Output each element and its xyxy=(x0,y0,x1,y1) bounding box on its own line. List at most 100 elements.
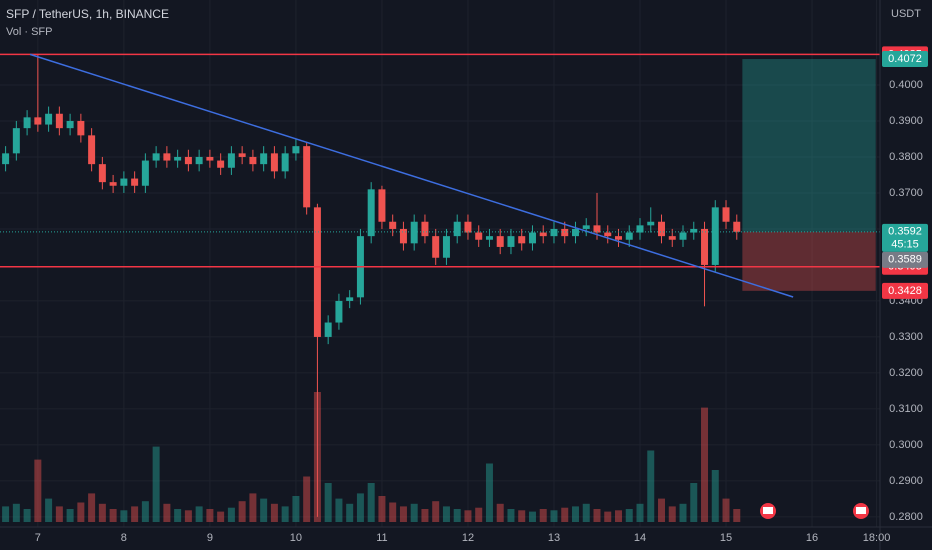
volume-bar xyxy=(120,510,128,522)
candle-body xyxy=(227,153,235,168)
volume-bar xyxy=(98,503,106,522)
candle-body xyxy=(120,178,128,186)
volume-bar xyxy=(238,501,246,522)
y-tick-label: 0.3100 xyxy=(889,403,923,415)
volume-bar xyxy=(690,483,698,522)
candle-body xyxy=(571,228,579,237)
volume-bar xyxy=(442,506,450,522)
candle-body xyxy=(34,117,42,125)
volume-bar xyxy=(711,470,719,522)
candle-body xyxy=(722,207,730,222)
other-price-label: 0.3589 xyxy=(888,254,922,266)
candle-body xyxy=(432,236,440,258)
candle-body xyxy=(12,128,20,154)
volume-bar xyxy=(66,509,74,522)
candle-body xyxy=(206,156,214,161)
y-tick-label: 0.3200 xyxy=(889,367,923,379)
candle-body xyxy=(658,221,665,237)
candle-body xyxy=(281,153,289,172)
candle-body xyxy=(141,160,149,186)
candle-body xyxy=(98,164,106,183)
candle-body xyxy=(152,153,160,161)
volume-bar xyxy=(12,503,20,522)
x-tick-label: 13 xyxy=(548,532,560,544)
candle-body xyxy=(303,146,311,208)
x-tick-label: 15 xyxy=(720,532,732,544)
volume-bar xyxy=(432,501,440,522)
volume-bar xyxy=(593,509,601,522)
volume-bar xyxy=(367,483,375,522)
candle-body xyxy=(625,232,633,240)
candle-body xyxy=(604,232,612,237)
x-tick-label: 8 xyxy=(121,532,127,544)
candle-body xyxy=(561,228,569,237)
chart-subtitle: Vol · SFP xyxy=(6,26,52,38)
candle-body xyxy=(335,300,343,323)
chart-title: SFP / TetherUS, 1h, BINANCE xyxy=(6,7,169,21)
y-tick-label: 0.2800 xyxy=(889,511,923,523)
trendline xyxy=(29,53,794,298)
volume-bar xyxy=(184,510,192,522)
candle-body xyxy=(410,221,418,244)
candle-body xyxy=(647,221,655,226)
flag-icon xyxy=(853,503,869,519)
candle-body xyxy=(270,153,278,172)
candle-body xyxy=(217,160,225,168)
volume-bar xyxy=(292,496,300,522)
candle-body xyxy=(313,207,321,337)
candle-body xyxy=(131,178,139,186)
candle-body xyxy=(2,153,10,165)
volume-bar xyxy=(722,498,730,522)
volume-bar xyxy=(625,509,633,522)
candle-body xyxy=(615,236,622,240)
volume-bar xyxy=(77,502,85,522)
volume-bar xyxy=(518,510,526,522)
candle-body xyxy=(464,221,472,233)
volume-bar xyxy=(604,511,612,522)
volume-bar xyxy=(658,498,665,522)
price-label-box xyxy=(882,51,928,68)
candle-body xyxy=(260,153,268,165)
volume-bar xyxy=(421,509,429,522)
candle-body xyxy=(389,221,397,229)
volume-bar xyxy=(389,502,397,522)
y-tick-label: 0.3000 xyxy=(889,439,923,451)
candle-body xyxy=(367,189,375,237)
volume-bar xyxy=(2,506,10,522)
volume-bar xyxy=(227,507,235,522)
volume-bar xyxy=(496,503,504,522)
volume-bar xyxy=(733,509,741,522)
candle-body xyxy=(324,322,332,337)
volume-bar xyxy=(453,509,461,522)
volume-bar xyxy=(141,501,149,522)
volume-bar xyxy=(281,506,289,522)
volume-bar xyxy=(668,506,676,522)
candle-body xyxy=(23,117,31,129)
volume-bar xyxy=(206,509,214,522)
countdown-label: 45:15 xyxy=(891,239,919,251)
candle-body xyxy=(378,189,386,222)
volume-bar xyxy=(88,493,96,522)
candle-body xyxy=(195,156,203,165)
candle-body xyxy=(550,228,558,237)
x-tick-label: 11 xyxy=(376,532,387,544)
candle-body xyxy=(174,156,182,161)
volume-bar xyxy=(131,506,139,522)
candle-body xyxy=(475,232,483,240)
y-tick-label: 0.2900 xyxy=(889,475,923,487)
last-price-box xyxy=(882,223,928,252)
volume-bar xyxy=(636,503,644,522)
candle-body xyxy=(55,113,63,129)
volume-bar xyxy=(163,503,171,522)
candle-body xyxy=(346,297,354,301)
y-tick-label: 0.3800 xyxy=(889,151,923,163)
price-label: 0.3428 xyxy=(888,285,922,297)
other-price-box xyxy=(882,251,928,268)
volume-bar xyxy=(109,509,117,522)
candle-body xyxy=(88,135,96,165)
axis: 0.40000.39000.38000.37000.36000.34000.33… xyxy=(35,46,928,544)
candle-body xyxy=(184,156,192,165)
candle-body xyxy=(518,236,526,244)
